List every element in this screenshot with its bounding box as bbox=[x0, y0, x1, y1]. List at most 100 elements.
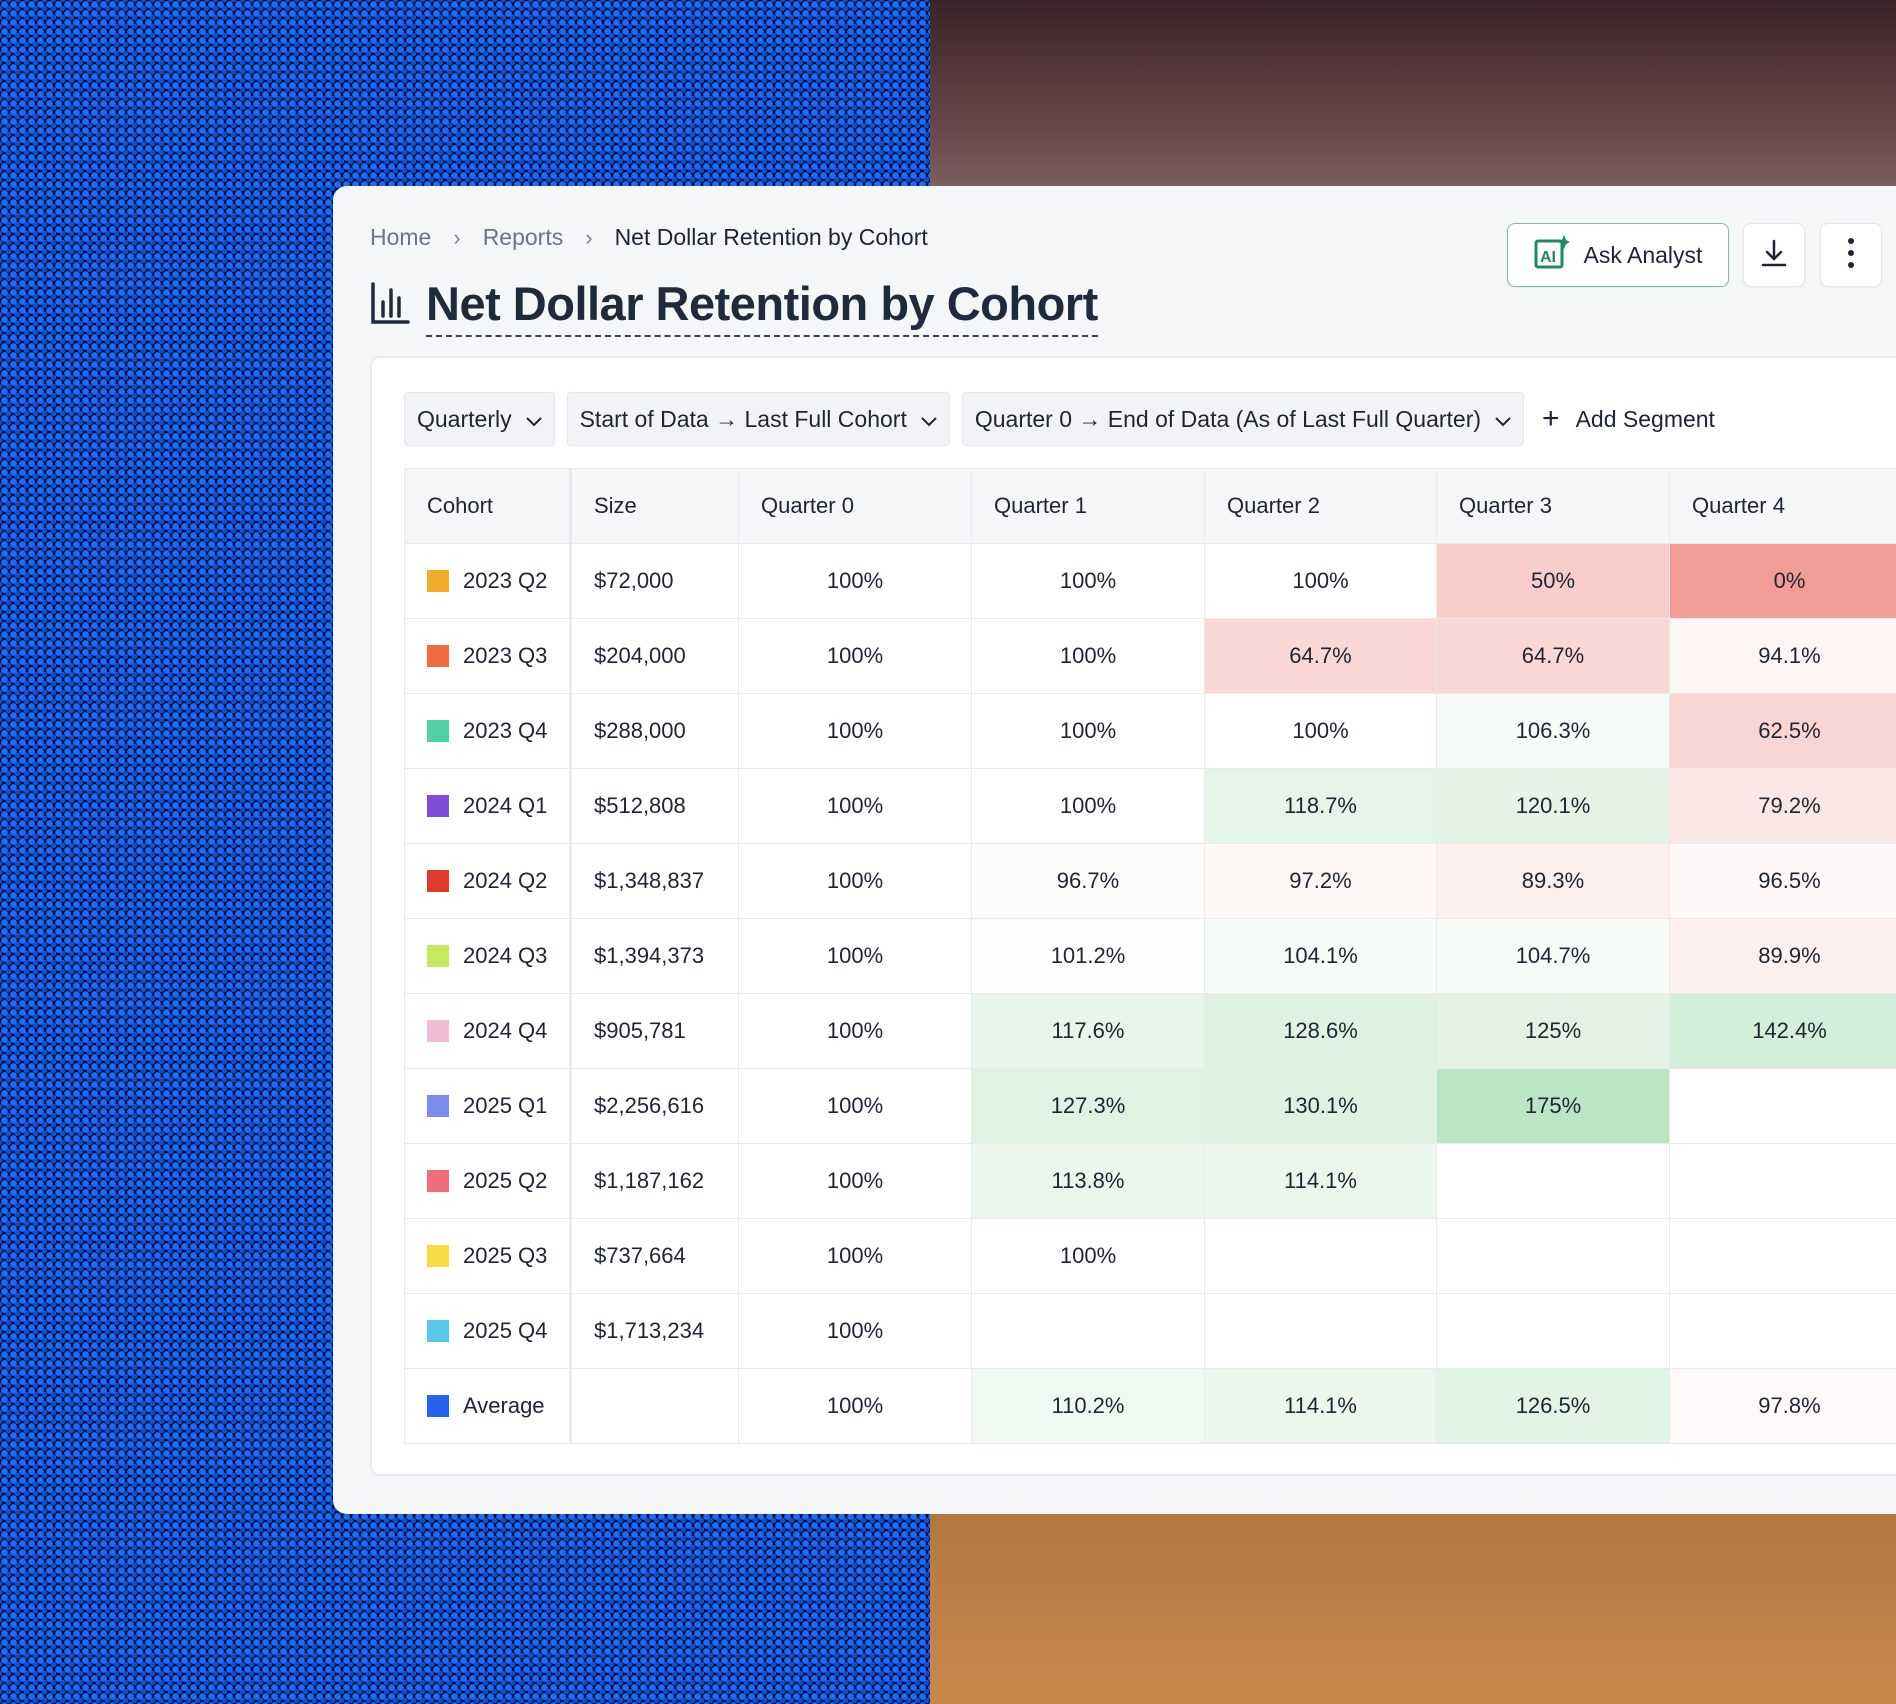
column-header[interactable]: Quarter 4 bbox=[1669, 468, 1896, 544]
retention-cell: 100% bbox=[738, 768, 972, 844]
chevron-right-icon: › bbox=[585, 224, 593, 250]
filter-bar: Quarterly Start of Data → Last Full Coho… bbox=[404, 392, 1715, 446]
retention-cell: 100% bbox=[1204, 543, 1437, 619]
retention-cell: 110.2% bbox=[971, 1368, 1205, 1444]
cohort-color-swatch bbox=[427, 1095, 449, 1117]
retention-cell: 62.5% bbox=[1669, 693, 1896, 769]
cohort-color-swatch bbox=[427, 1320, 449, 1342]
cohort-range-value: Start of Data → Last Full Cohort bbox=[579, 405, 907, 432]
retention-cell: 100% bbox=[738, 1368, 972, 1444]
retention-cell: 50% bbox=[1436, 543, 1670, 619]
plus-icon: + bbox=[1542, 402, 1560, 435]
retention-cell: 100% bbox=[1204, 693, 1437, 769]
cohort-cell: 2023 Q2 bbox=[404, 543, 572, 619]
breadcrumb: Home › Reports › Net Dollar Retention by… bbox=[370, 224, 928, 251]
column-header[interactable]: Quarter 3 bbox=[1436, 468, 1670, 544]
retention-cell: 100% bbox=[738, 1143, 972, 1219]
column-header[interactable]: Size bbox=[570, 468, 739, 544]
chevron-down-icon bbox=[921, 406, 937, 433]
cohort-label: Average bbox=[463, 1393, 545, 1418]
cohort-label: 2024 Q1 bbox=[463, 793, 548, 818]
retention-cell: 142.4% bbox=[1669, 993, 1896, 1069]
table-row: 2023 Q3 $204,000 100% 100% 64.7% 64.7% 94.1% bbox=[404, 618, 1896, 694]
retention-cell: 100% bbox=[738, 843, 972, 919]
cohort-label: 2024 Q3 bbox=[463, 943, 548, 968]
retention-cell bbox=[1669, 1293, 1896, 1369]
retention-cell bbox=[1204, 1218, 1437, 1294]
retention-cell: 100% bbox=[971, 693, 1205, 769]
column-header[interactable]: Cohort bbox=[404, 468, 572, 544]
table-row: 2025 Q2 $1,187,162 100% 113.8% 114.1% bbox=[404, 1143, 1896, 1219]
cohort-cell: 2024 Q4 bbox=[404, 993, 572, 1069]
retention-cell: 97.2% bbox=[1204, 843, 1437, 919]
table-row: 2024 Q2 $1,348,837 100% 96.7% 97.2% 89.3% 96.5… bbox=[404, 843, 1896, 919]
cohort-cell: 2025 Q3 bbox=[404, 1218, 572, 1294]
download-button[interactable] bbox=[1743, 223, 1805, 287]
chevron-right-icon: › bbox=[453, 224, 461, 250]
ask-analyst-button[interactable]: AI Ask Analyst bbox=[1507, 223, 1729, 287]
retention-cell: 79.2% bbox=[1669, 768, 1896, 844]
cohort-cell: 2025 Q4 bbox=[404, 1293, 572, 1369]
size-cell: $512,808 bbox=[570, 768, 739, 844]
cohort-label: 2023 Q4 bbox=[463, 718, 548, 743]
cohort-cell: 2023 Q3 bbox=[404, 618, 572, 694]
retention-cell: 114.1% bbox=[1204, 1368, 1437, 1444]
table-row: 2025 Q1 $2,256,616 100% 127.3% 130.1% 175% bbox=[404, 1068, 1896, 1144]
retention-cell bbox=[1204, 1293, 1437, 1369]
retention-cell: 100% bbox=[738, 1293, 972, 1369]
cohort-cell: 2024 Q1 bbox=[404, 768, 572, 844]
retention-cell: 100% bbox=[971, 1218, 1205, 1294]
chevron-down-icon bbox=[1495, 406, 1511, 433]
column-header[interactable]: Quarter 0 bbox=[738, 468, 972, 544]
cohort-range-dropdown[interactable]: Start of Data → Last Full Cohort bbox=[566, 392, 950, 446]
size-cell: $737,664 bbox=[570, 1218, 739, 1294]
retention-cell: 101.2% bbox=[971, 918, 1205, 994]
period-range-value: Quarter 0 → End of Data (As of Last Full… bbox=[974, 405, 1482, 432]
retention-cell: 100% bbox=[971, 543, 1205, 619]
column-header[interactable]: Quarter 2 bbox=[1204, 468, 1437, 544]
size-cell: $204,000 bbox=[570, 618, 739, 694]
retention-cell: 97.8% bbox=[1669, 1368, 1896, 1444]
table-row: 2024 Q4 $905,781 100% 117.6% 128.6% 125% 142.4… bbox=[404, 993, 1896, 1069]
cohort-label: 2023 Q2 bbox=[463, 568, 548, 593]
granularity-dropdown[interactable]: Quarterly bbox=[404, 392, 555, 446]
retention-cell: 114.1% bbox=[1204, 1143, 1437, 1219]
report-card: Quarterly Start of Data → Last Full Coho… bbox=[370, 356, 1896, 1476]
retention-cell: 128.6% bbox=[1204, 993, 1437, 1069]
ai-icon: AI bbox=[1534, 235, 1570, 275]
cohort-cell: 2025 Q2 bbox=[404, 1143, 572, 1219]
report-panel: Home › Reports › Net Dollar Retention by… bbox=[333, 186, 1896, 1514]
retention-cell: 104.7% bbox=[1436, 918, 1670, 994]
ask-analyst-label: Ask Analyst bbox=[1583, 241, 1703, 268]
column-header[interactable]: Quarter 1 bbox=[971, 468, 1205, 544]
table-row: 2024 Q3 $1,394,373 100% 101.2% 104.1% 104.7% 8… bbox=[404, 918, 1896, 994]
breadcrumb-reports[interactable]: Reports bbox=[482, 224, 564, 250]
size-cell: $905,781 bbox=[570, 993, 739, 1069]
more-options-button[interactable] bbox=[1820, 223, 1882, 287]
bar-chart-icon bbox=[370, 282, 410, 331]
retention-cell: 127.3% bbox=[971, 1068, 1205, 1144]
cohort-label: 2024 Q2 bbox=[463, 868, 548, 893]
size-cell: $1,713,234 bbox=[570, 1293, 739, 1369]
retention-cell: 120.1% bbox=[1436, 768, 1670, 844]
retention-cell: 118.7% bbox=[1204, 768, 1437, 844]
cohort-label: 2025 Q1 bbox=[463, 1093, 548, 1118]
cohort-label: 2024 Q4 bbox=[463, 1018, 548, 1043]
retention-cell bbox=[1436, 1218, 1670, 1294]
cohort-color-swatch bbox=[427, 1170, 449, 1192]
breadcrumb-current: Net Dollar Retention by Cohort bbox=[614, 224, 928, 250]
cohort-cell: Average bbox=[404, 1368, 572, 1444]
period-range-dropdown[interactable]: Quarter 0 → End of Data (As of Last Full… bbox=[961, 392, 1525, 446]
retention-cell: 100% bbox=[971, 768, 1205, 844]
cohort-color-swatch bbox=[427, 945, 449, 967]
retention-cell: 64.7% bbox=[1204, 618, 1437, 694]
size-cell: $1,394,373 bbox=[570, 918, 739, 994]
retention-cell: 100% bbox=[738, 543, 972, 619]
size-cell: $2,256,616 bbox=[570, 1068, 739, 1144]
add-segment-button[interactable]: + Add Segment bbox=[1542, 402, 1715, 436]
size-cell: $1,187,162 bbox=[570, 1143, 739, 1219]
chevron-down-icon bbox=[525, 406, 542, 433]
breadcrumb-home[interactable]: Home bbox=[370, 224, 432, 250]
retention-cell bbox=[1436, 1143, 1670, 1219]
cohort-color-swatch bbox=[427, 570, 449, 592]
